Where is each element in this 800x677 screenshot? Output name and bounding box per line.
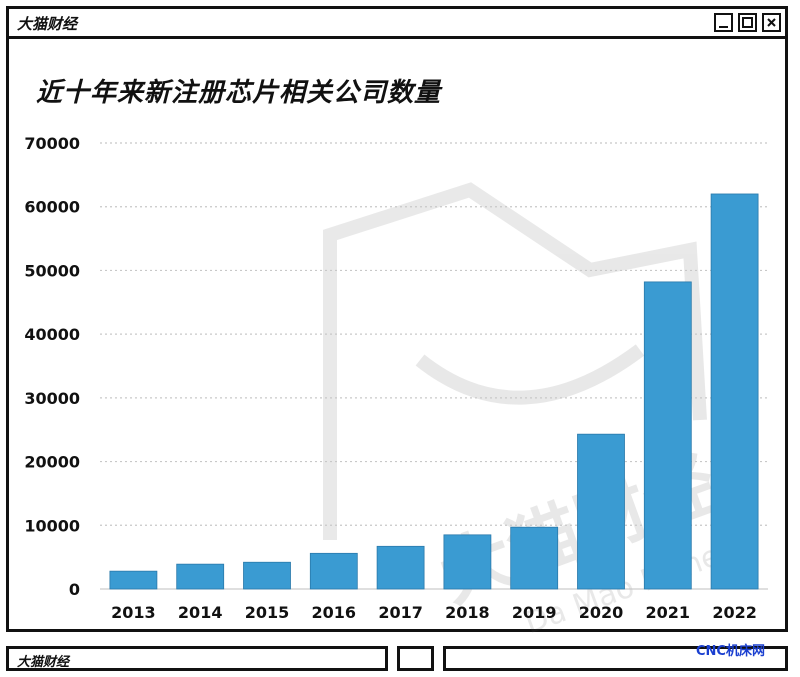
bar-2019 [510, 526, 559, 590]
bar-2021 [643, 281, 692, 590]
bar-2022 [710, 193, 759, 590]
x-tick-label: 2013 [111, 603, 156, 622]
y-tick-label: 30000 [24, 389, 80, 408]
y-tick-label: 60000 [24, 198, 80, 217]
minimize-button[interactable] [714, 13, 733, 32]
source-mark: CNC机床网 [696, 644, 765, 659]
close-button[interactable] [762, 13, 781, 32]
y-axis: 0 10000 20000 30000 40000 50000 60000 70000 [24, 134, 80, 599]
bars [109, 193, 759, 590]
maximize-icon [742, 17, 753, 28]
y-tick-label: 0 [69, 580, 80, 599]
window-brand: 大猫财经 [17, 15, 78, 33]
footer-brand: 大猫财经 [17, 655, 70, 670]
x-tick-label: 2020 [579, 603, 624, 622]
close-icon [767, 18, 776, 27]
bar-2017 [376, 545, 425, 590]
y-tick-label: 70000 [24, 134, 80, 153]
y-tick-label: 50000 [24, 261, 80, 280]
footer-brand-box: 大猫财经 [6, 646, 388, 671]
bar-2020 [577, 433, 625, 590]
x-tick-label: 2015 [245, 603, 290, 622]
y-tick-label: 40000 [24, 325, 80, 344]
x-axis: 2013 2014 2015 2016 2017 2018 2019 2020 2021 2022 [111, 603, 757, 622]
x-tick-label: 2022 [712, 603, 757, 622]
maximize-button[interactable] [738, 13, 757, 32]
footer-small-box [397, 646, 434, 671]
x-tick-label: 2014 [178, 603, 223, 622]
chart-title: 近十年来新注册芯片相关公司数量 [36, 78, 442, 108]
x-tick-label: 2019 [512, 603, 557, 622]
bar-2016 [309, 552, 358, 590]
footer-right-box [443, 646, 788, 671]
bar-2013 [109, 570, 158, 590]
x-tick-label: 2017 [378, 603, 423, 622]
x-tick-label: 2016 [312, 603, 357, 622]
bar-2014 [176, 563, 225, 590]
y-tick-label: 10000 [24, 516, 80, 535]
x-tick-label: 2018 [445, 603, 490, 622]
title-bar: 大猫财经 [9, 9, 785, 39]
bar-2015 [243, 561, 291, 590]
x-tick-label: 2021 [646, 603, 691, 622]
minimize-icon [719, 26, 728, 28]
bar-2018 [443, 534, 492, 590]
y-tick-label: 20000 [24, 453, 80, 472]
chart: 大猫财经 Da Mao Money 0100002000030000400005… [24, 134, 768, 640]
